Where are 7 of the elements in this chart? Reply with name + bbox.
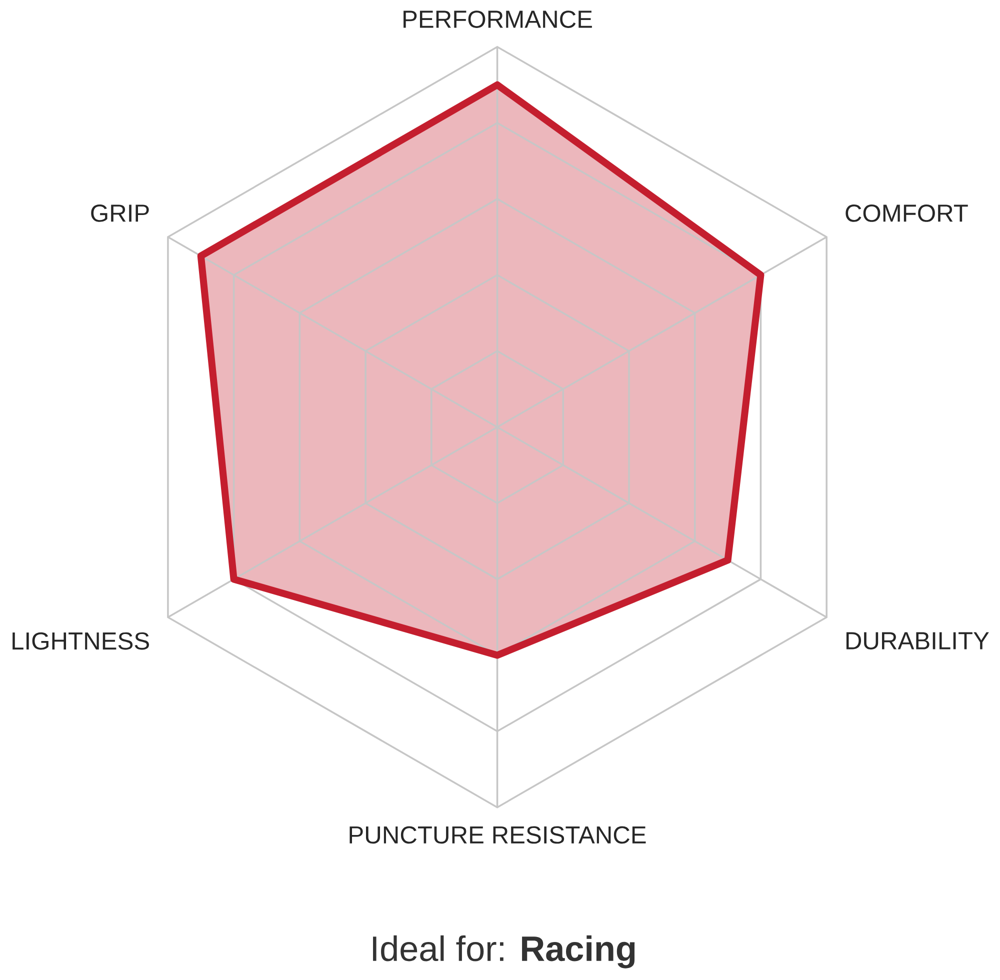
spoke-label: COMFORT: [846, 204, 968, 222]
text: Ideal for: Racing: [373, 935, 635, 968]
spoke-label: DURABILITY: [846, 632, 989, 650]
spoke-label: PERFORMANCE: [404, 10, 592, 28]
spoke-label: PUNCTURE RESISTANCE: [350, 826, 646, 844]
spoke-label: GRIP: [91, 204, 149, 222]
spoke-label: LIGHTNESS: [12, 632, 149, 650]
